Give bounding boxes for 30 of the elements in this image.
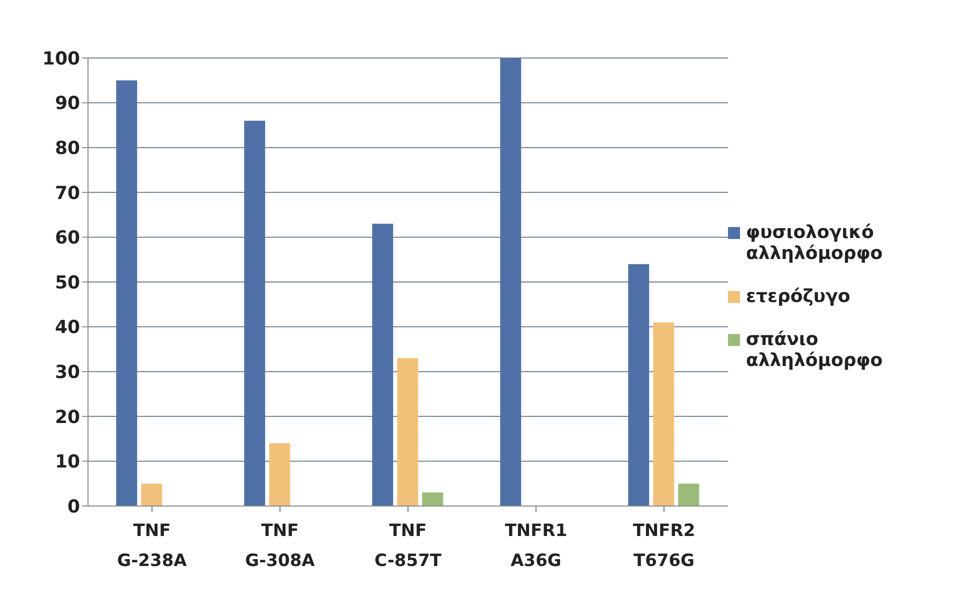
y-tick-label: 90 <box>54 93 80 114</box>
y-tick-label: 0 <box>67 496 80 518</box>
bar <box>372 224 394 506</box>
y-tick-label: 80 <box>54 138 80 159</box>
bar <box>628 264 650 506</box>
y-tick-label: 70 <box>54 182 80 204</box>
legend-label: σπάνιο αλληλόμορφο <box>746 328 884 370</box>
y-tick-label: 50 <box>54 272 80 294</box>
bar <box>422 492 444 506</box>
x-tick-label: TNFR2 T676G <box>632 521 696 571</box>
legend-label: ετερόζυγο <box>746 286 850 306</box>
y-tick-label: 30 <box>54 362 80 383</box>
y-tick-label: 60 <box>54 228 80 249</box>
bar <box>244 120 266 506</box>
bar <box>141 484 162 506</box>
bar <box>397 358 418 506</box>
x-tick-label: TNFR1 A36G <box>504 521 568 571</box>
bar <box>116 80 138 506</box>
y-tick-label: 20 <box>54 406 80 428</box>
bar <box>500 58 522 506</box>
bar <box>653 322 674 506</box>
bar <box>678 484 700 506</box>
bar <box>269 443 290 506</box>
y-tick-label: 100 <box>42 48 80 70</box>
x-tick-label: TNF C-857T <box>374 521 442 571</box>
y-tick-label: 10 <box>54 452 80 473</box>
x-tick-label: TNF G-308A <box>245 521 316 571</box>
y-tick-label: 40 <box>54 317 80 338</box>
legend-label: φυσιολογικό αλληλόμορφο <box>746 222 884 264</box>
x-tick-label: TNF G-238A <box>117 521 188 571</box>
